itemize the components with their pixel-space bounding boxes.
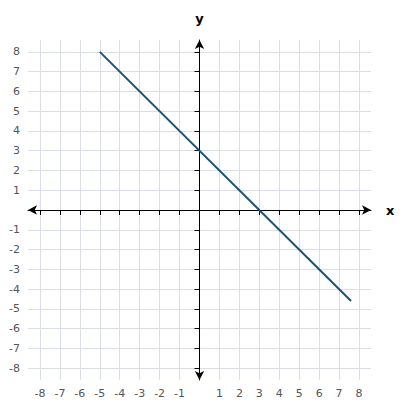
- svg-text:3: 3: [13, 144, 20, 157]
- svg-text:3: 3: [256, 387, 263, 400]
- svg-text:y: y: [195, 11, 204, 26]
- svg-text:1: 1: [13, 184, 20, 197]
- svg-text:-6: -6: [74, 387, 85, 400]
- svg-text:5: 5: [296, 387, 303, 400]
- svg-text:-4: -4: [9, 283, 20, 296]
- svg-text:-7: -7: [54, 387, 65, 400]
- svg-text:2: 2: [236, 387, 243, 400]
- svg-text:1: 1: [216, 387, 223, 400]
- svg-text:7: 7: [13, 65, 20, 78]
- svg-text:4: 4: [276, 387, 283, 400]
- svg-text:6: 6: [316, 387, 323, 400]
- svg-text:-2: -2: [9, 243, 20, 256]
- svg-text:-5: -5: [94, 387, 105, 400]
- svg-text:-3: -3: [9, 263, 20, 276]
- svg-text:8: 8: [356, 387, 363, 400]
- svg-text:-5: -5: [9, 302, 20, 315]
- svg-text:5: 5: [13, 105, 20, 118]
- svg-text:7: 7: [336, 387, 343, 400]
- svg-text:-2: -2: [154, 387, 165, 400]
- svg-text:-1: -1: [9, 223, 20, 236]
- svg-text:x: x: [386, 203, 395, 218]
- svg-text:-1: -1: [174, 387, 185, 400]
- svg-text:4: 4: [13, 124, 20, 137]
- svg-text:-4: -4: [114, 387, 125, 400]
- svg-text:-3: -3: [134, 387, 145, 400]
- svg-text:6: 6: [13, 85, 20, 98]
- svg-text:8: 8: [13, 45, 20, 58]
- svg-text:-7: -7: [9, 342, 20, 355]
- svg-text:-8: -8: [9, 362, 20, 375]
- svg-text:-8: -8: [34, 387, 45, 400]
- svg-text:2: 2: [13, 164, 20, 177]
- svg-text:-6: -6: [9, 322, 20, 335]
